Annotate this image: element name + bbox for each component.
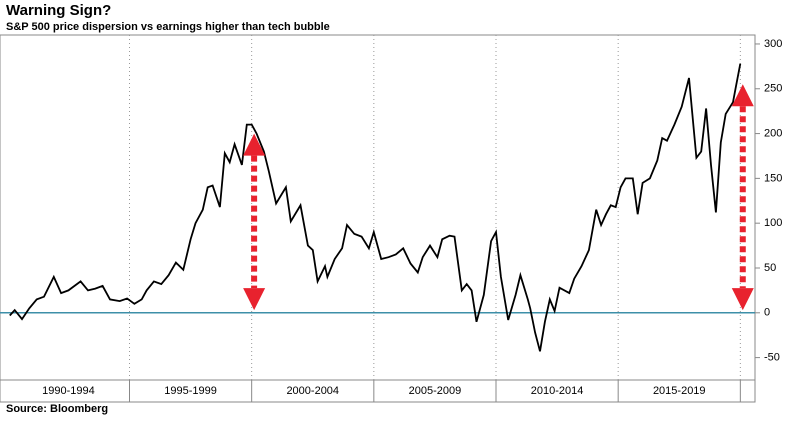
x-tick-label: 2010-2014: [531, 385, 584, 397]
plot-frame: [0, 34, 756, 381]
x-tick-label: 2005-2009: [409, 385, 462, 397]
y-tick-label: 50: [764, 262, 776, 274]
x-tick-label: 2000-2004: [286, 385, 339, 397]
arrow-head: [731, 288, 754, 311]
y-tick-label: -50: [764, 352, 780, 364]
chart-subtitle: S&P 500 price dispersion vs earnings hig…: [6, 21, 330, 33]
y-tick-label: 200: [764, 127, 782, 139]
x-tick-label: 1990-1994: [42, 385, 95, 397]
data-line: [9, 63, 742, 352]
y-tick-label: 150: [764, 172, 782, 184]
chart-title: Warning Sign?: [6, 2, 111, 19]
x-tick-label: 2015-2019: [653, 385, 706, 397]
y-tick-label: 300: [764, 38, 782, 50]
arrow-head: [243, 288, 266, 311]
y-tick-label: 0: [764, 307, 770, 319]
y-tick-label: 100: [764, 217, 782, 229]
y-tick-label: 250: [764, 83, 782, 95]
arrow-head: [243, 133, 266, 156]
source: Source: Bloomberg: [6, 403, 108, 415]
x-tick-label: 1995-1999: [164, 385, 217, 397]
arrow-head: [731, 84, 754, 107]
x-axis-strip: [0, 379, 756, 403]
